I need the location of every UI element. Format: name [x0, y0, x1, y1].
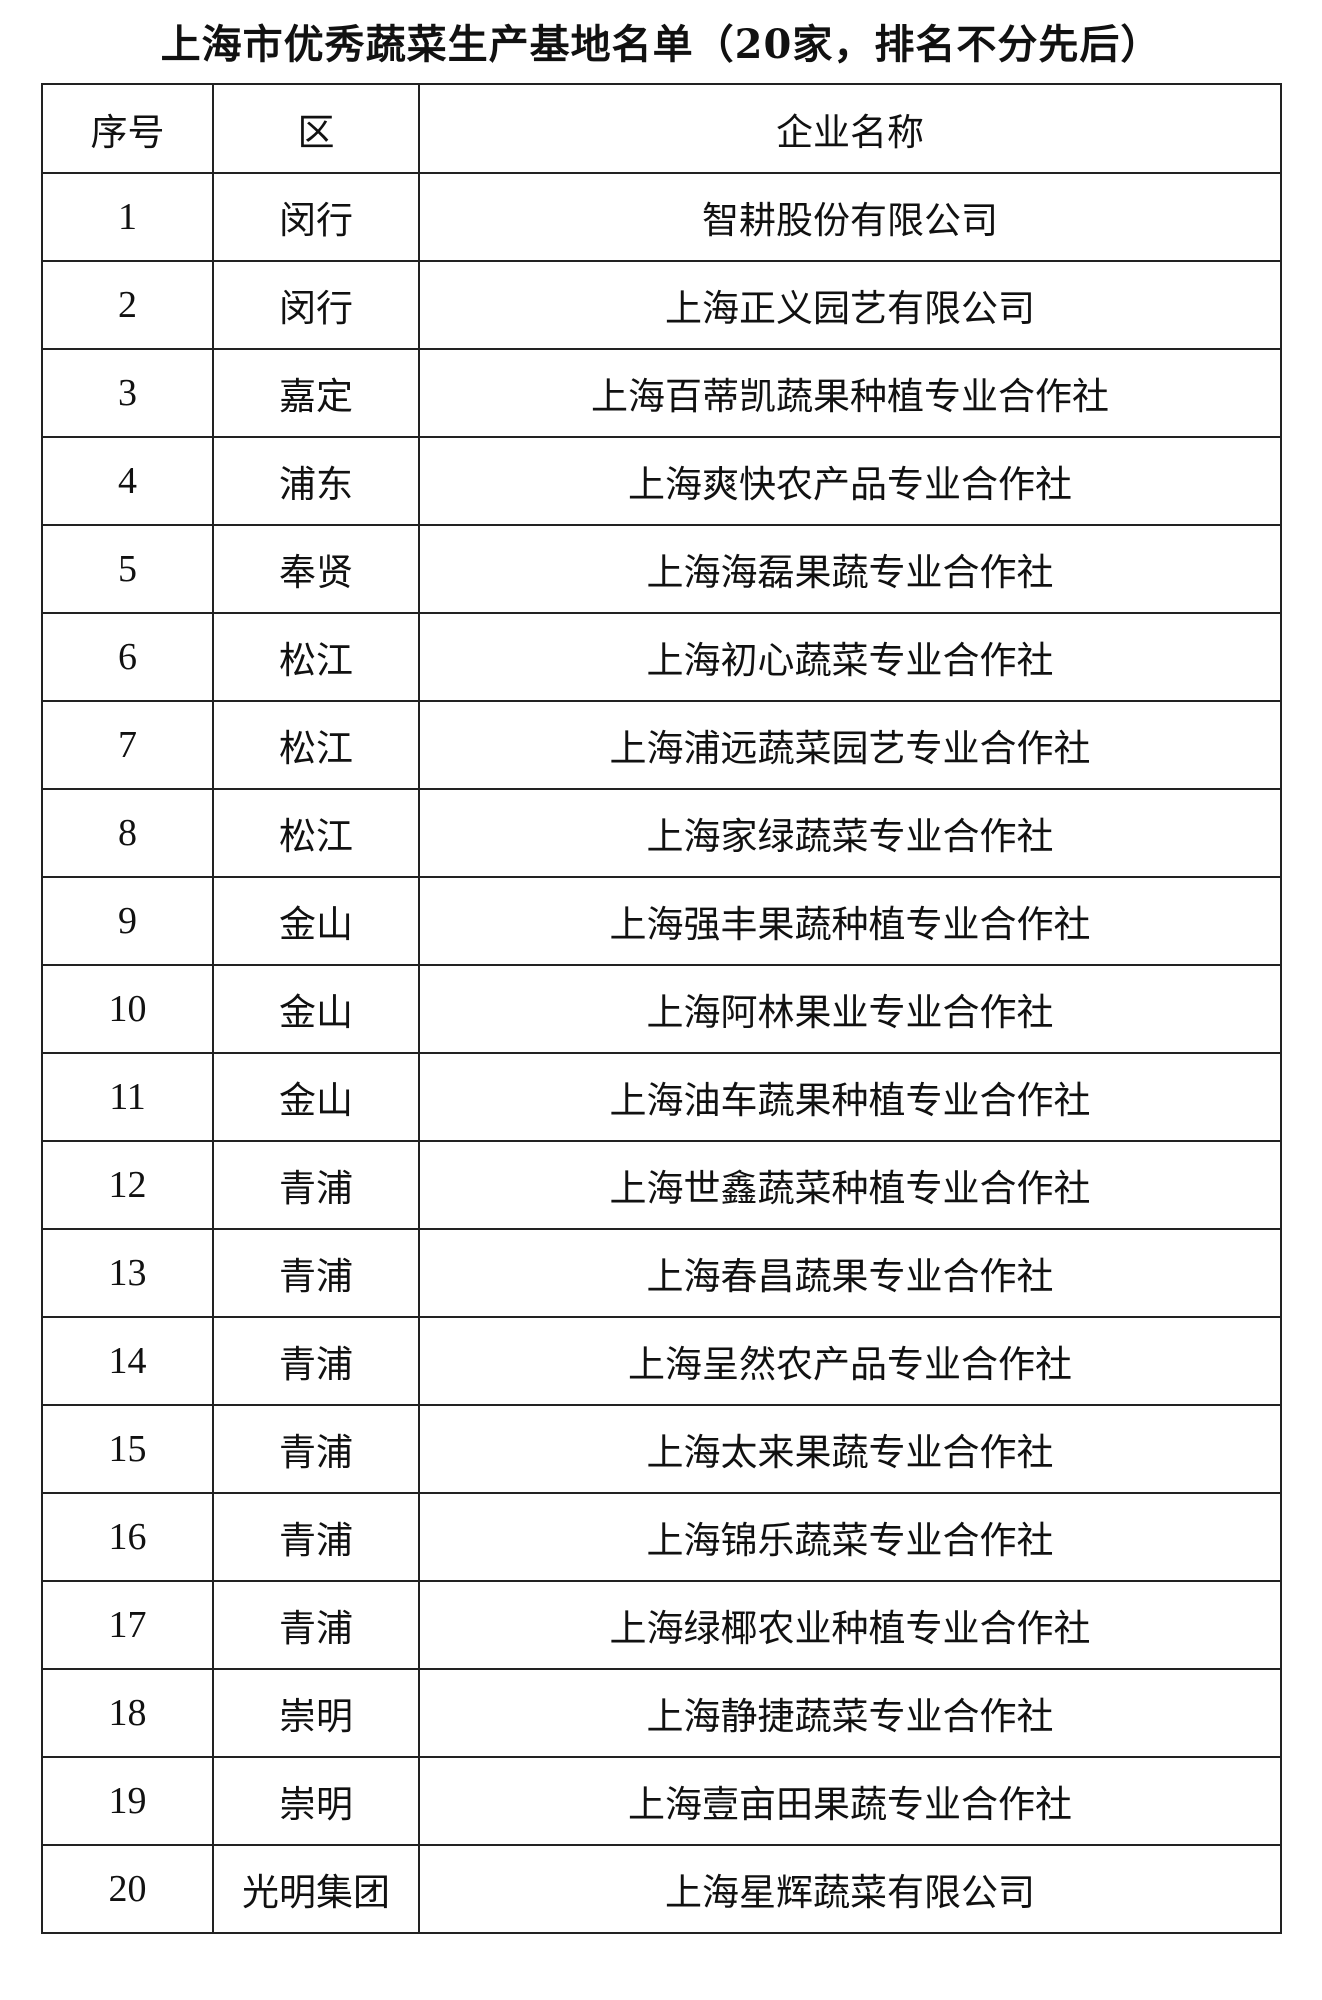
index-cell: 14	[41, 1316, 214, 1406]
company-cell: 智耕股份有限公司	[418, 172, 1282, 262]
district-cell: 嘉定	[212, 348, 420, 438]
table-header-row: 序号 区 企业名称	[41, 83, 1282, 174]
company-cell: 上海百蒂凯蔬果种植专业合作社	[418, 348, 1282, 438]
company-cell: 上海呈然农产品专业合作社	[418, 1316, 1282, 1406]
company-cell: 上海浦远蔬菜园艺专业合作社	[418, 700, 1282, 790]
table-row: 19 崇明 上海壹亩田果蔬专业合作社	[41, 1756, 1282, 1846]
district-cell: 金山	[212, 964, 420, 1054]
company-cell: 上海家绿蔬菜专业合作社	[418, 788, 1282, 878]
company-cell: 上海强丰果蔬种植专业合作社	[418, 876, 1282, 966]
company-cell: 上海阿林果业专业合作社	[418, 964, 1282, 1054]
district-cell: 松江	[212, 700, 420, 790]
district-cell: 青浦	[212, 1140, 420, 1230]
index-cell: 7	[41, 700, 214, 790]
header-index: 序号	[41, 83, 214, 174]
table-row: 4 浦东 上海爽快农产品专业合作社	[41, 436, 1282, 526]
index-cell: 19	[41, 1756, 214, 1846]
district-cell: 闵行	[212, 260, 420, 350]
company-cell: 上海海磊果蔬专业合作社	[418, 524, 1282, 614]
header-company: 企业名称	[418, 83, 1282, 174]
index-cell: 17	[41, 1580, 214, 1670]
index-cell: 5	[41, 524, 214, 614]
table-row: 7 松江 上海浦远蔬菜园艺专业合作社	[41, 700, 1282, 790]
table-row: 2 闵行 上海正义园艺有限公司	[41, 260, 1282, 350]
district-cell: 松江	[212, 612, 420, 702]
district-cell: 金山	[212, 1052, 420, 1142]
company-cell: 上海太来果蔬专业合作社	[418, 1404, 1282, 1494]
table-row: 10 金山 上海阿林果业专业合作社	[41, 964, 1282, 1054]
index-cell: 3	[41, 348, 214, 438]
district-cell: 松江	[212, 788, 420, 878]
base-list-table: 序号 区 企业名称 1 闵行 智耕股份有限公司 2 闵行 上海正义园艺有限公司 3 嘉定 上海百…	[41, 83, 1282, 1934]
district-cell: 浦东	[212, 436, 420, 526]
header-district: 区	[212, 83, 420, 174]
index-cell: 18	[41, 1668, 214, 1758]
table-row: 9 金山 上海强丰果蔬种植专业合作社	[41, 876, 1282, 966]
table-row: 16 青浦 上海锦乐蔬菜专业合作社	[41, 1492, 1282, 1582]
company-cell: 上海正义园艺有限公司	[418, 260, 1282, 350]
district-cell: 青浦	[212, 1316, 420, 1406]
index-cell: 9	[41, 876, 214, 966]
index-cell: 12	[41, 1140, 214, 1230]
table-row: 1 闵行 智耕股份有限公司	[41, 172, 1282, 262]
table-row: 12 青浦 上海世鑫蔬菜种植专业合作社	[41, 1140, 1282, 1230]
index-cell: 6	[41, 612, 214, 702]
district-cell: 青浦	[212, 1580, 420, 1670]
company-cell: 上海春昌蔬果专业合作社	[418, 1228, 1282, 1318]
index-cell: 11	[41, 1052, 214, 1142]
table-row: 13 青浦 上海春昌蔬果专业合作社	[41, 1228, 1282, 1318]
table-row: 6 松江 上海初心蔬菜专业合作社	[41, 612, 1282, 702]
company-cell: 上海油车蔬果种植专业合作社	[418, 1052, 1282, 1142]
district-cell: 崇明	[212, 1756, 420, 1846]
index-cell: 2	[41, 260, 214, 350]
table-row: 3 嘉定 上海百蒂凯蔬果种植专业合作社	[41, 348, 1282, 438]
index-cell: 13	[41, 1228, 214, 1318]
table-row: 8 松江 上海家绿蔬菜专业合作社	[41, 788, 1282, 878]
index-cell: 15	[41, 1404, 214, 1494]
page-title: 上海市优秀蔬菜生产基地名单（20家，排名不分先后）	[160, 21, 1162, 68]
district-cell: 光明集团	[212, 1844, 420, 1934]
district-cell: 崇明	[212, 1668, 420, 1758]
table-row: 17 青浦 上海绿椰农业种植专业合作社	[41, 1580, 1282, 1670]
district-cell: 青浦	[212, 1404, 420, 1494]
company-cell: 上海静捷蔬菜专业合作社	[418, 1668, 1282, 1758]
table-row: 5 奉贤 上海海磊果蔬专业合作社	[41, 524, 1282, 614]
index-cell: 16	[41, 1492, 214, 1582]
table-row: 15 青浦 上海太来果蔬专业合作社	[41, 1404, 1282, 1494]
table-row: 14 青浦 上海呈然农产品专业合作社	[41, 1316, 1282, 1406]
company-cell: 上海星辉蔬菜有限公司	[418, 1844, 1282, 1934]
company-cell: 上海初心蔬菜专业合作社	[418, 612, 1282, 702]
district-cell: 奉贤	[212, 524, 420, 614]
table-row: 11 金山 上海油车蔬果种植专业合作社	[41, 1052, 1282, 1142]
index-cell: 8	[41, 788, 214, 878]
index-cell: 1	[41, 172, 214, 262]
table-row: 20 光明集团 上海星辉蔬菜有限公司	[41, 1844, 1282, 1934]
district-cell: 闵行	[212, 172, 420, 262]
district-cell: 青浦	[212, 1228, 420, 1318]
company-cell: 上海爽快农产品专业合作社	[418, 436, 1282, 526]
company-cell: 上海壹亩田果蔬专业合作社	[418, 1756, 1282, 1846]
district-cell: 青浦	[212, 1492, 420, 1582]
company-cell: 上海绿椰农业种植专业合作社	[418, 1580, 1282, 1670]
company-cell: 上海锦乐蔬菜专业合作社	[418, 1492, 1282, 1582]
index-cell: 4	[41, 436, 214, 526]
company-cell: 上海世鑫蔬菜种植专业合作社	[418, 1140, 1282, 1230]
index-cell: 10	[41, 964, 214, 1054]
district-cell: 金山	[212, 876, 420, 966]
table-row: 18 崇明 上海静捷蔬菜专业合作社	[41, 1668, 1282, 1758]
index-cell: 20	[41, 1844, 214, 1934]
